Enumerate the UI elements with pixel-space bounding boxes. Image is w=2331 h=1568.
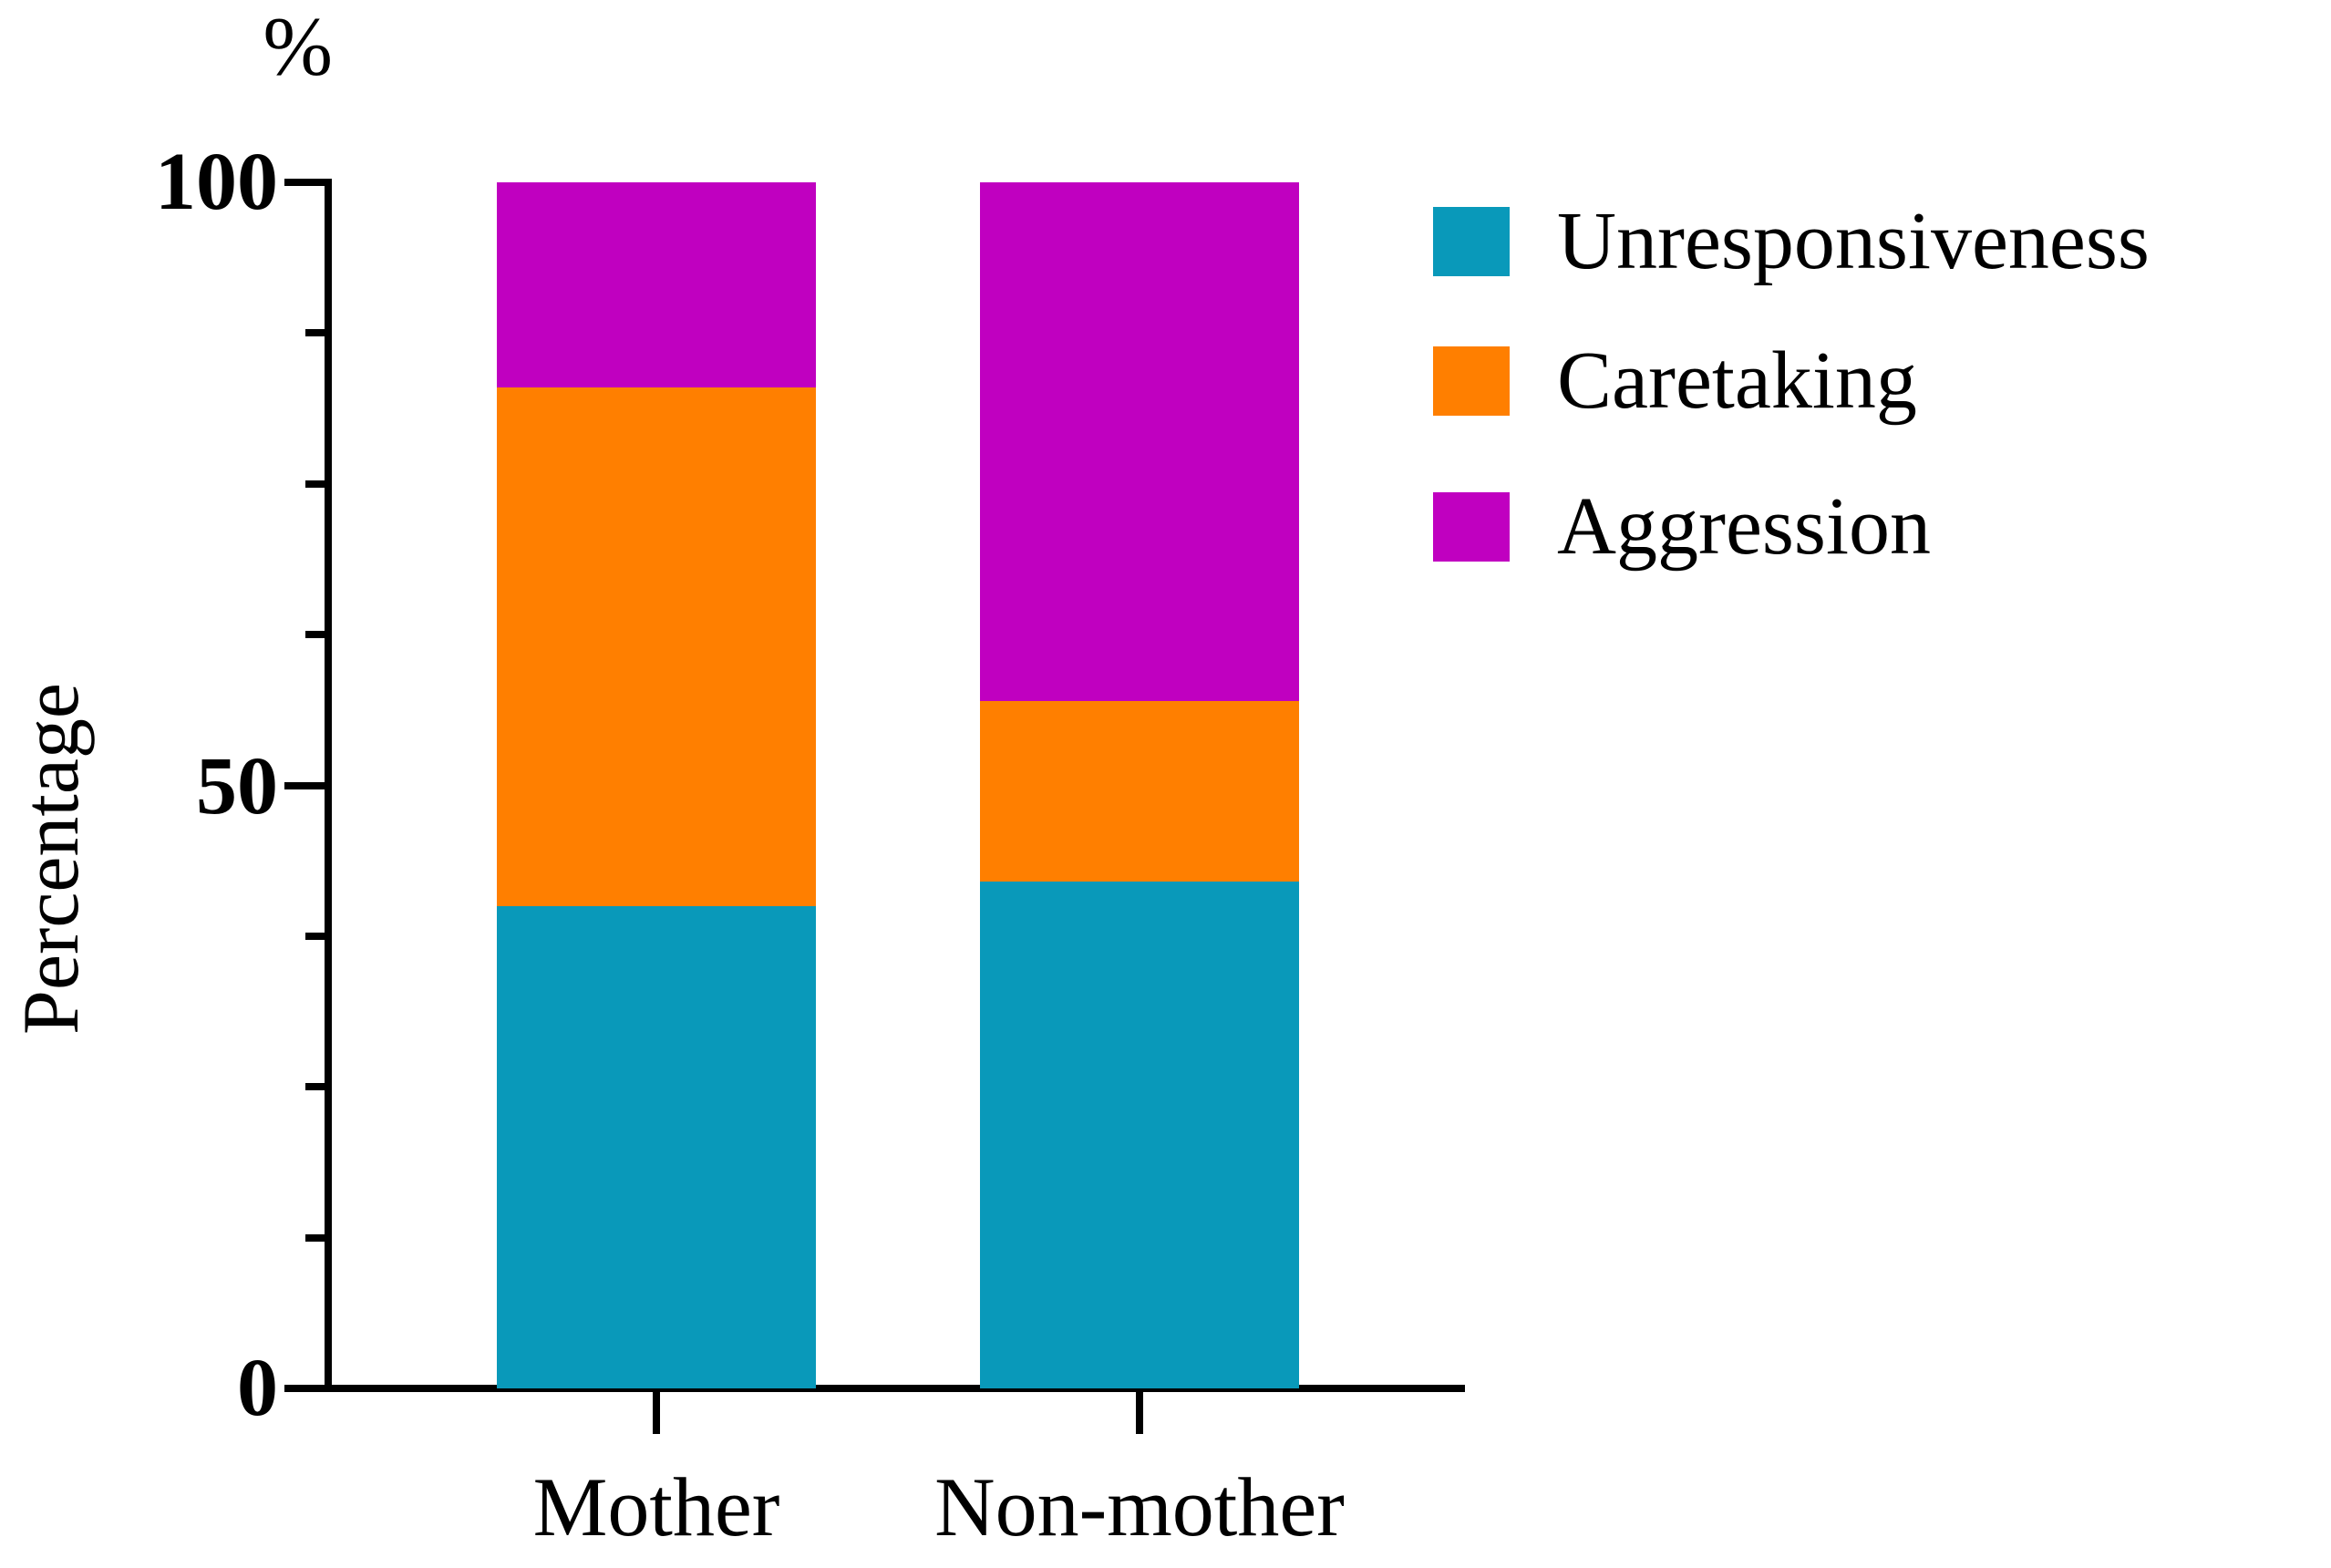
bar-segment-non-mother-unresponsiveness: [980, 882, 1299, 1388]
y-major-tick-0: [284, 1385, 332, 1392]
y-tick-label-50: 50: [196, 741, 278, 831]
legend-item-aggression: Aggression: [1433, 486, 1931, 568]
y-major-tick-100: [284, 179, 332, 186]
y-tick-label-0: 0: [237, 1343, 278, 1433]
x-axis-line: [325, 1385, 1465, 1392]
y-minor-tick-37.5: [305, 932, 332, 940]
y-axis-title: Percentage: [7, 683, 96, 1035]
x-category-label-non-mother: Non-mother: [934, 1460, 1345, 1553]
legend-item-caretaking: Caretaking: [1433, 340, 1917, 422]
y-axis-unit-label: %: [263, 0, 333, 93]
legend-swatch-unresponsiveness: [1433, 207, 1510, 276]
legend-swatch-caretaking: [1433, 346, 1510, 416]
legend-label-unresponsiveness: Unresponsiveness: [1557, 196, 2150, 286]
y-minor-tick-75: [305, 480, 332, 488]
y-minor-tick-62.5: [305, 631, 332, 639]
x-tick-non-mother: [1136, 1392, 1143, 1434]
y-minor-tick-12.5: [305, 1233, 332, 1242]
bar-segment-mother-aggression: [497, 182, 816, 387]
bar-segment-non-mother-aggression: [980, 182, 1299, 701]
x-tick-mother: [653, 1392, 660, 1434]
x-category-label-mother: Mother: [532, 1460, 780, 1553]
legend-label-aggression: Aggression: [1557, 481, 1931, 572]
legend-item-unresponsiveness: Unresponsiveness: [1433, 201, 2150, 283]
y-tick-label-100: 100: [155, 137, 278, 227]
y-minor-tick-87.5: [305, 329, 332, 337]
bar-segment-mother-caretaking: [497, 387, 816, 906]
legend-label-caretaking: Caretaking: [1557, 335, 1917, 426]
bar-segment-non-mother-caretaking: [980, 700, 1299, 882]
y-minor-tick-25: [305, 1083, 332, 1091]
y-major-tick-50: [284, 781, 332, 789]
bar-segment-mother-unresponsiveness: [497, 905, 816, 1388]
legend-swatch-aggression: [1433, 492, 1510, 562]
